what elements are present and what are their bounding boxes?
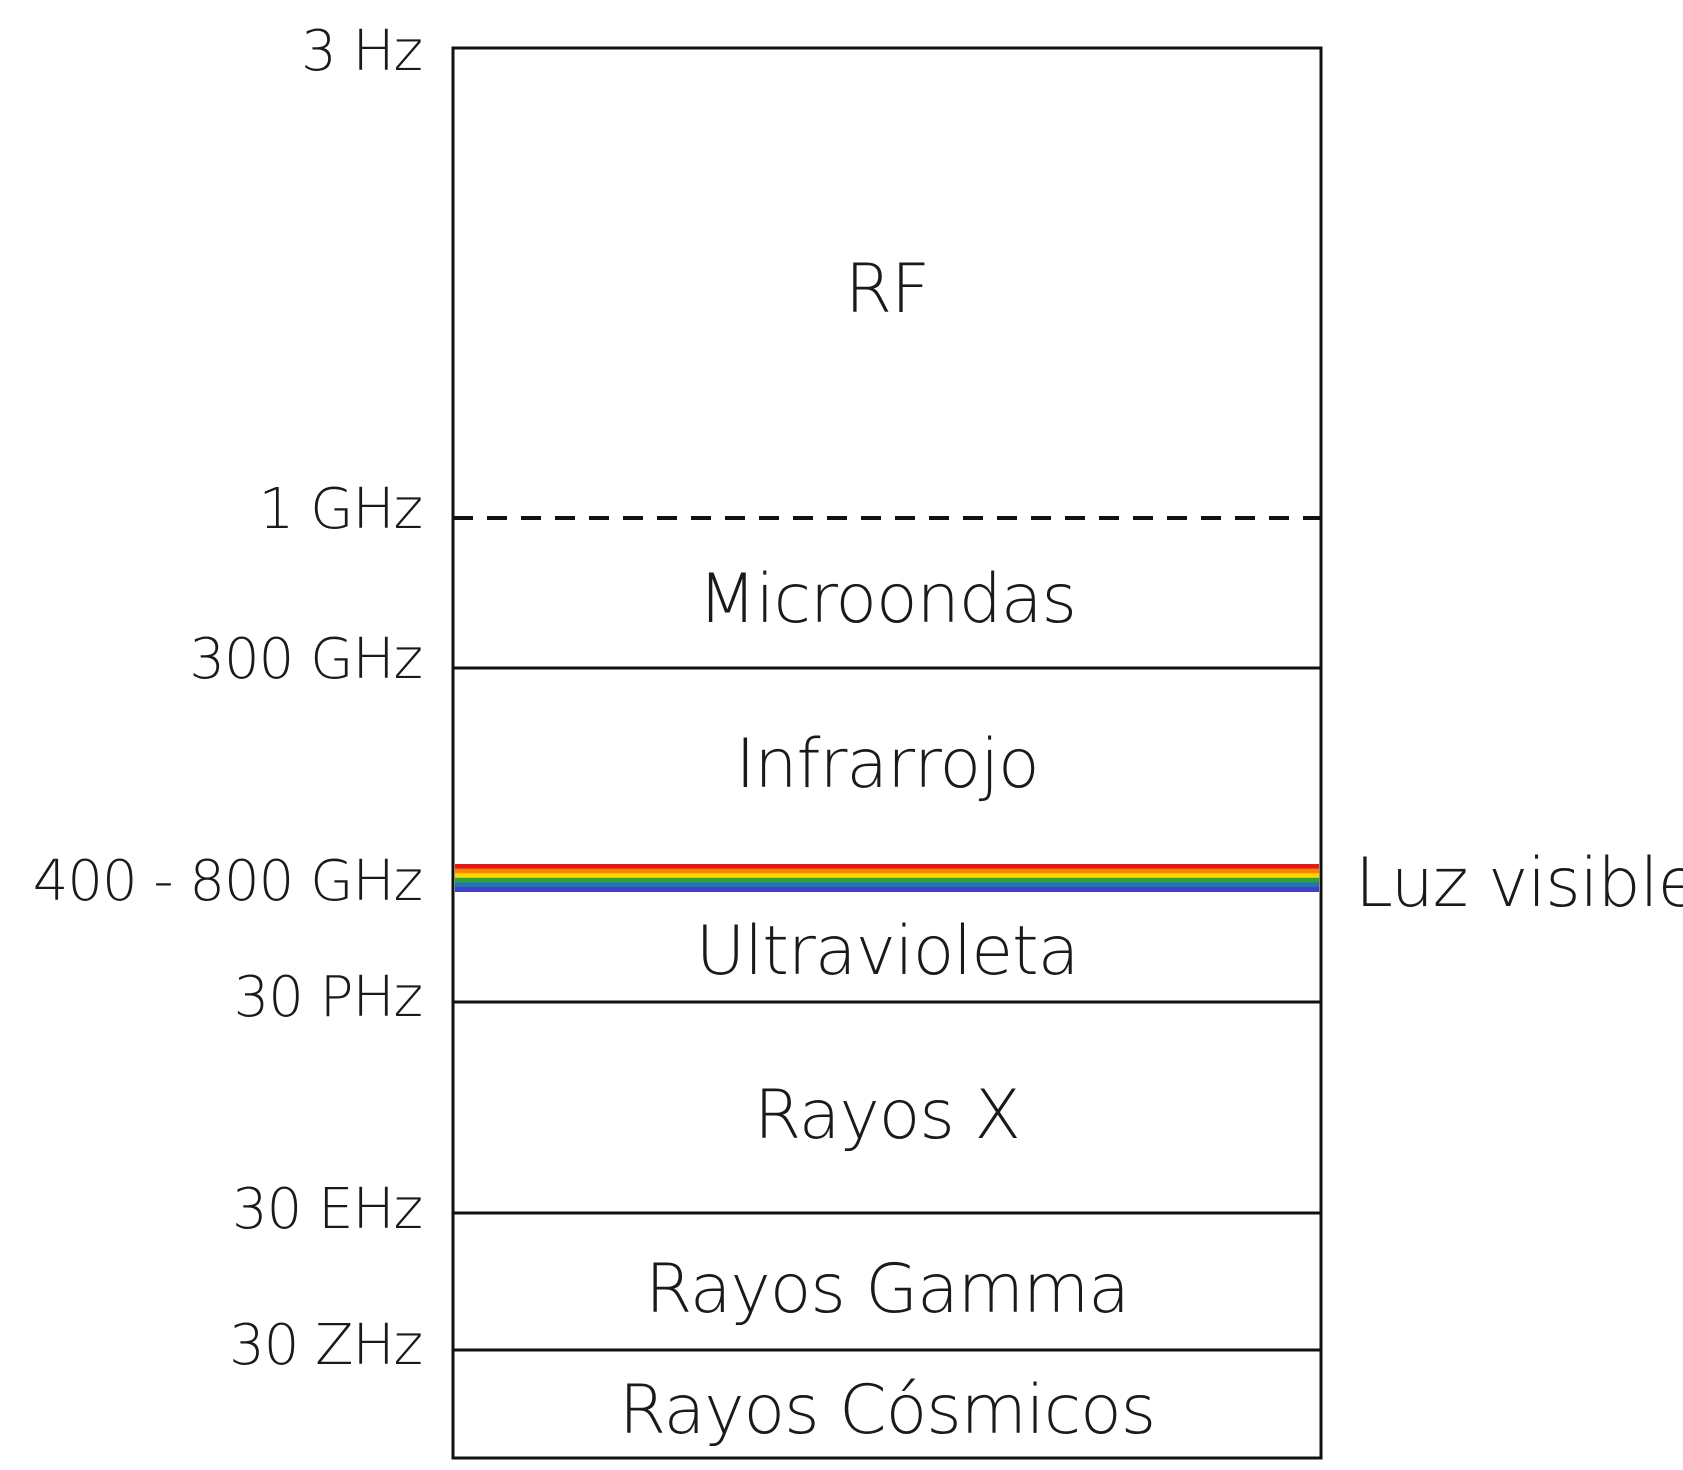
band-label-infrared: Infrarrojo [735, 725, 1038, 804]
freq-label-3hz: 3 Hz [301, 19, 422, 84]
spectrum-stripe [455, 873, 1319, 879]
band-label-cosmic: Rayos Cósmicos [619, 1371, 1155, 1450]
spectrum-frame [451, 46, 1323, 1460]
band-label-ultraviolet: Ultravioleta [696, 912, 1079, 991]
spectrum-stripe [455, 864, 1319, 869]
freq-label-30phz: 30 PHz [234, 965, 422, 1030]
freq-label-1ghz: 1 GHz [259, 477, 422, 542]
visible-light-label: Luz visible [1355, 844, 1683, 923]
band-label-gamma: Rayos Gamma [645, 1250, 1129, 1329]
freq-label-30ehz: 30 EHz [232, 1177, 422, 1242]
spectrum-stripe [455, 877, 1319, 883]
band-label-microwave: Microondas [698, 560, 1076, 639]
band-label-rf: RF [845, 250, 929, 329]
freq-label-visible: 400 - 800 GHz [33, 849, 422, 914]
spectrum-stripe [455, 882, 1319, 888]
spectrum-stripe [455, 887, 1319, 892]
freq-label-30zhz: 30 ZHz [229, 1313, 422, 1378]
visible-light-spectrum-band [455, 864, 1319, 892]
spectrum-stripe [455, 868, 1319, 874]
freq-label-300ghz: 300 GHz [189, 627, 422, 692]
band-label-xray: Rayos X [754, 1076, 1020, 1155]
